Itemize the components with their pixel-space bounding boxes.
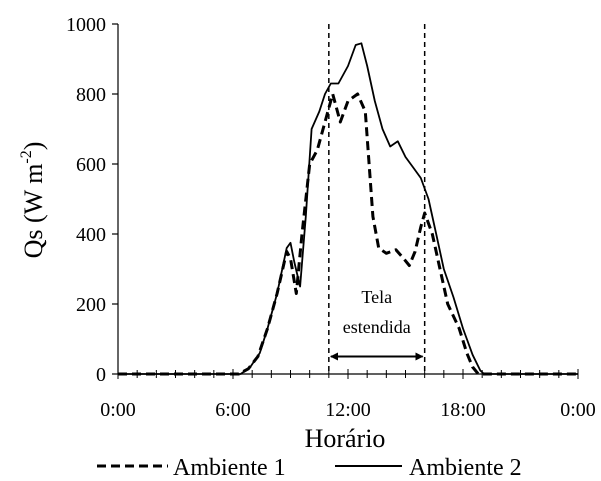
y-axis-title-superscript: -2	[18, 150, 35, 163]
x-axis-title: Horário	[305, 424, 386, 453]
y-tick-label: 800	[76, 84, 106, 106]
x-tick-label: 6:00	[215, 399, 251, 421]
y-tick-label: 1000	[66, 14, 106, 36]
vertical-marker-lines	[328, 24, 426, 374]
y-tick-label: 0	[96, 364, 106, 386]
series-lines	[118, 42, 578, 376]
y-axis-title: Qs (W m-2)	[18, 142, 48, 259]
annotation-tela: Tela	[361, 287, 392, 307]
legend-label-ambiente-2: Ambiente 2	[409, 455, 522, 481]
series-line-ambiente-2	[118, 42, 578, 375]
annotation-estendida: estendida	[343, 317, 411, 337]
x-tick-label: 12:00	[325, 399, 371, 421]
legend: Ambiente 1 Ambiente 2	[97, 455, 522, 481]
y-tick-label: 400	[76, 224, 106, 246]
axes: 0 200 400 600 800 1000 0:00 6:00 12:00 18:00 0:00	[66, 14, 596, 421]
y-axis-title-close: )	[19, 142, 48, 151]
y-tick-label: 600	[76, 154, 106, 176]
x-tick-label: 0:00	[560, 399, 596, 421]
y-axis-title-text: Qs (W m	[19, 164, 48, 259]
legend-label-ambiente-1: Ambiente 1	[173, 455, 286, 481]
y-tick-label: 200	[76, 294, 106, 316]
x-tick-label: 0:00	[100, 399, 136, 421]
x-tick-label: 18:00	[440, 399, 486, 421]
